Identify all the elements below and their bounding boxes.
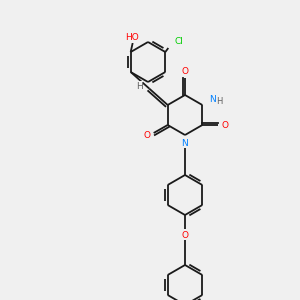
Text: N: N <box>182 139 188 148</box>
Text: O: O <box>182 67 188 76</box>
Text: H: H <box>216 98 223 106</box>
Text: O: O <box>222 121 229 130</box>
Text: HO: HO <box>125 34 139 43</box>
Text: O: O <box>143 131 150 140</box>
Text: N: N <box>209 95 216 104</box>
Text: O: O <box>182 230 188 239</box>
Text: Cl: Cl <box>174 37 183 46</box>
Text: H: H <box>136 82 142 91</box>
